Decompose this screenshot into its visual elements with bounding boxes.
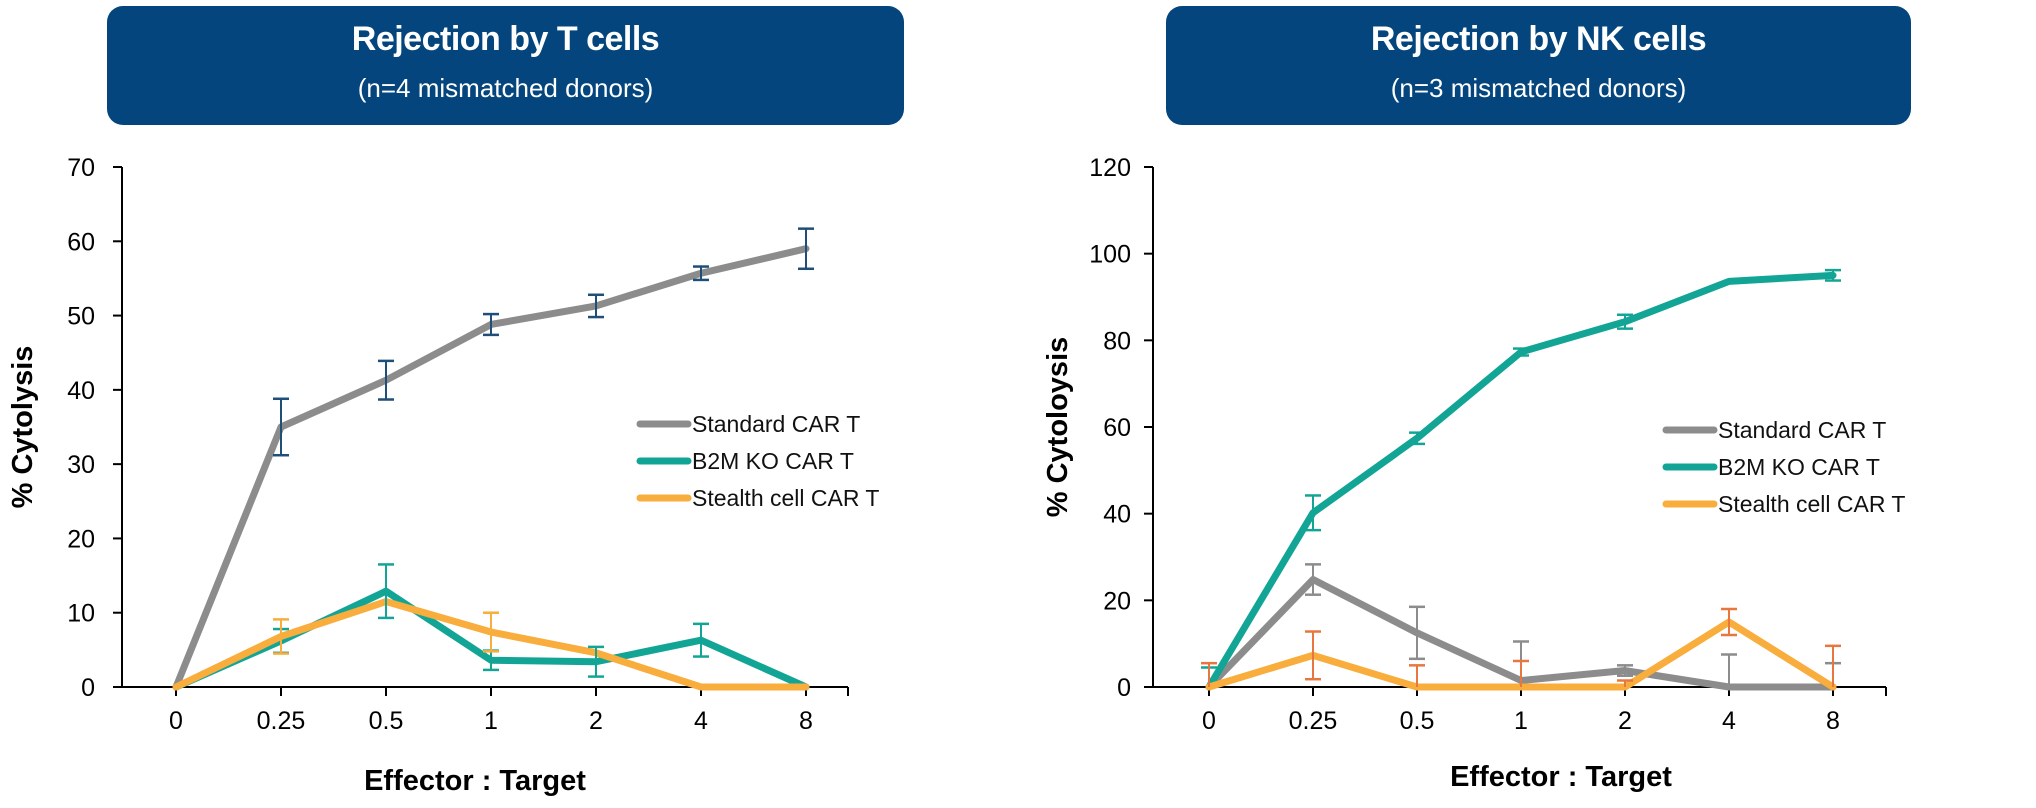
chart-title-t-cells: Rejection by T cells: [351, 20, 660, 58]
x-tick-label: 2: [589, 707, 603, 735]
legend-label: Standard CAR T: [692, 411, 860, 437]
x-tick-label: 0.25: [1289, 707, 1338, 735]
y-tick-label: 60: [1103, 414, 1131, 442]
error-bar: [1825, 268, 1841, 282]
y-tick-label: 80: [1103, 327, 1131, 355]
legend-label: Standard CAR T: [1718, 417, 1886, 443]
y-tick-label: 70: [67, 154, 95, 182]
error-bar: [483, 611, 499, 653]
error-bar: [693, 622, 709, 658]
y-tick-label: 100: [1089, 241, 1131, 269]
y-tick-label: 40: [1103, 501, 1131, 529]
x-tick-label: 0.5: [369, 707, 404, 735]
error-bar: [588, 293, 604, 319]
chart-title-nk-cells: Rejection by NK cells: [1370, 20, 1707, 58]
x-tick-label: 8: [799, 707, 813, 735]
legend: Standard CAR T B2M KO CAR T Stealth cell C…: [1662, 417, 1905, 517]
error-bar: [1617, 313, 1633, 330]
error-bar: [588, 645, 604, 678]
error-bar: [1513, 659, 1529, 687]
y-tick-label: 50: [67, 303, 95, 331]
x-axis-title: Effector : Target: [1450, 761, 1672, 793]
chart-banner-nk-cells: Rejection by NK cells (n=3 mismatched do…: [1166, 6, 1911, 125]
x-tick-label: 8: [1826, 707, 1840, 735]
legend-label: Stealth cell CAR T: [692, 485, 879, 511]
x-axis-title: Effector : Target: [364, 765, 586, 797]
t-cell-rejection-chart: 0 10 20 30 40 50 60 70 0 0.25 0.5 1 2 4 8 Effector : Ta…: [7, 154, 879, 797]
error-bar: [798, 227, 814, 271]
x-tick-label: 4: [1722, 707, 1736, 735]
legend: Standard CAR T B2M KO CAR T Stealth cell C…: [636, 411, 879, 511]
x-tick-label: 0: [169, 707, 183, 735]
error-bar: [1721, 653, 1737, 687]
x-tick-label: 0.25: [257, 707, 306, 735]
error-bar: [1617, 679, 1633, 687]
error-bar: [1305, 494, 1321, 532]
error-bar: [273, 618, 289, 655]
error-bar: [1409, 664, 1425, 687]
chart-banner-t-cells: Rejection by T cells (n=4 mismatched don…: [107, 6, 904, 125]
x-tick-label: 4: [694, 707, 708, 735]
error-bar: [378, 563, 394, 620]
x-tick-label: 1: [1514, 707, 1528, 735]
legend-label: B2M KO CAR T: [1718, 454, 1880, 480]
y-tick-label: 120: [1089, 154, 1131, 182]
error-bar: [1617, 664, 1633, 677]
y-tick-label: 60: [67, 228, 95, 256]
x-tick-label: 0: [1202, 707, 1216, 735]
y-axis-title: % Cytolysis: [7, 346, 39, 509]
error-bar: [1825, 644, 1841, 687]
error-bar: [1305, 563, 1321, 596]
error-bar: [1201, 661, 1217, 687]
error-bar: [273, 397, 289, 457]
y-tick-label: 0: [81, 674, 95, 702]
x-tick-label: 1: [484, 707, 498, 735]
legend-label: B2M KO CAR T: [692, 448, 854, 474]
error-bar: [1513, 347, 1529, 357]
x-tick-label: 2: [1618, 707, 1632, 735]
chart-subtitle-t-cells: (n=4 mismatched donors): [357, 73, 654, 103]
error-bar: [378, 359, 394, 401]
y-tick-label: 20: [1103, 587, 1131, 615]
nk-cell-rejection-chart: 0 20 40 60 80 100 120 0 0.25 0.5 1 2 4 8 Effector : Ta…: [1042, 154, 1905, 793]
error-bar: [1409, 605, 1425, 661]
y-axis-title: % Cytoloysis: [1042, 337, 1074, 518]
error-bar: [1409, 431, 1425, 446]
y-tick-label: 0: [1117, 674, 1131, 702]
legend-label: Stealth cell CAR T: [1718, 491, 1905, 517]
error-bar: [1721, 607, 1737, 637]
error-bar: [483, 312, 499, 337]
y-tick-label: 10: [67, 600, 95, 628]
error-bar: [1305, 630, 1321, 681]
chart-subtitle-nk-cells: (n=3 mismatched donors): [1390, 73, 1687, 103]
y-tick-label: 40: [67, 377, 95, 405]
error-bar: [693, 265, 709, 282]
y-tick-label: 20: [67, 525, 95, 553]
x-tick-label: 0.5: [1400, 707, 1435, 735]
y-tick-label: 30: [67, 451, 95, 479]
